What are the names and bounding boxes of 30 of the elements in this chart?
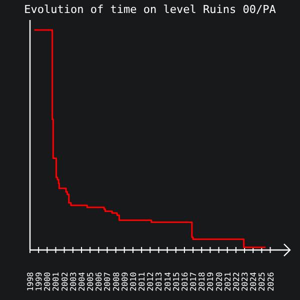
x-tick-label: 2024: [249, 272, 258, 292]
x-tick-label: 2025: [258, 272, 267, 292]
x-tick-label: 2006: [94, 272, 104, 292]
x-tick-label: 2020: [214, 272, 224, 292]
x-tick-label: 2001: [52, 272, 61, 292]
x-tick-label: 2002: [60, 272, 70, 292]
x-tick-label: 2023: [240, 272, 250, 292]
x-tick-label: 2008: [112, 272, 121, 292]
x-tick-label: 2012: [146, 272, 156, 292]
chart-title: Evolution of time on level Ruins 00/PA: [24, 3, 276, 16]
x-tick-label: 2026: [266, 272, 276, 292]
x-tick-label: 2016: [180, 272, 190, 292]
x-tick-label: 2022: [232, 272, 241, 292]
x-tick-label: 2007: [103, 272, 112, 292]
x-tick-label: 2014: [163, 272, 172, 292]
x-tick-label: 2003: [68, 272, 78, 292]
x-tick-label: 2019: [206, 272, 216, 292]
x-tick-label: 2005: [86, 272, 96, 292]
x-tick-label: 2015: [172, 272, 181, 292]
x-tick-label: 2021: [223, 272, 232, 292]
x-tick-label: 2013: [154, 272, 164, 292]
x-tick-label: 2009: [120, 272, 130, 292]
x-tick-label: 2017: [189, 272, 198, 292]
x-tick-label: 2018: [198, 272, 207, 292]
x-tick-label: 2004: [77, 272, 86, 292]
x-tick-label: 2000: [43, 272, 52, 292]
x-tick-label: 2010: [128, 272, 138, 292]
x-tick-label: 2011: [138, 272, 147, 292]
x-tick-label: 1998: [26, 272, 35, 292]
x-tick-label: 1999: [34, 272, 44, 292]
